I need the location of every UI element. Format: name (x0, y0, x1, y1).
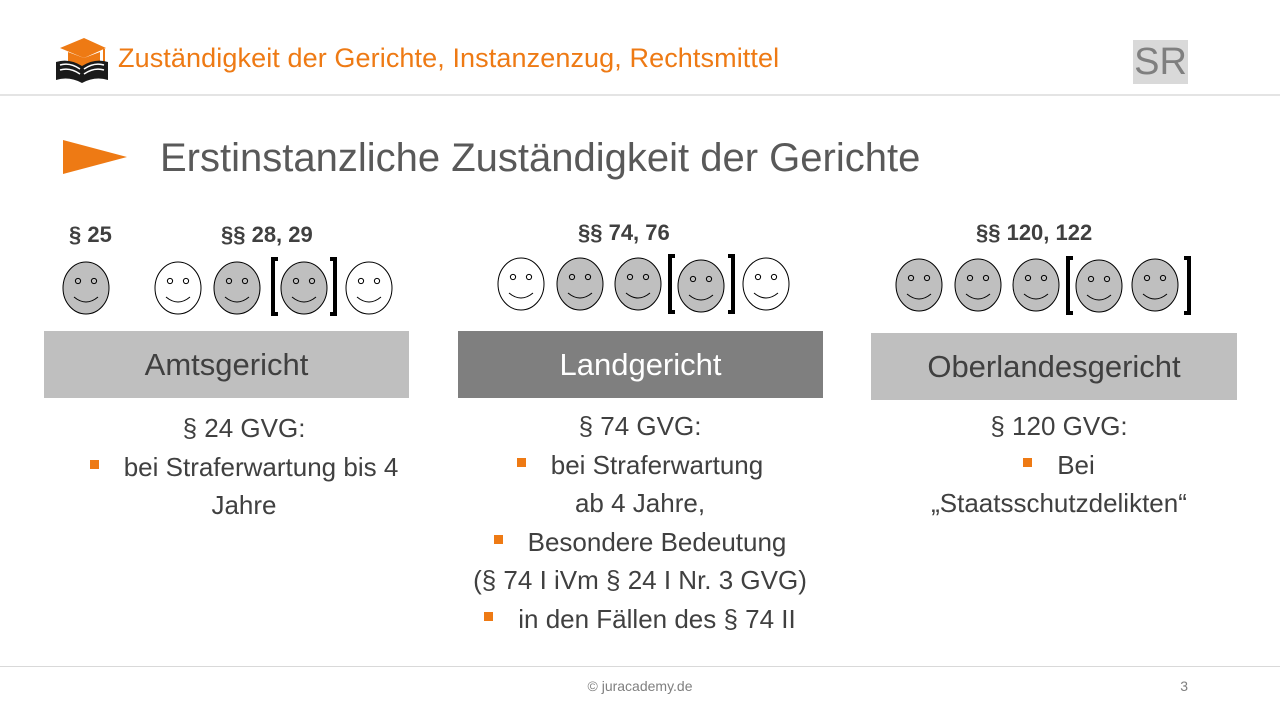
judge-face-filled (1131, 258, 1179, 312)
description-bullet-line: bei Straferwartung (440, 446, 840, 485)
bracket-left (271, 257, 278, 316)
description-bullet-line: in den Fällen des § 74 II (440, 600, 840, 639)
court-box-amtsgericht: Amtsgericht (44, 331, 409, 398)
judge-face-empty (345, 261, 393, 315)
bracket-right (728, 254, 735, 314)
description-bullet-line: bei Straferwartung bis 4 (44, 448, 444, 487)
bracket-left (1066, 256, 1073, 315)
header-title: Zuständigkeit der Gerichte, Instanzenzug… (118, 43, 780, 73)
bullet-icon (1023, 458, 1033, 468)
bullet-icon (516, 458, 526, 468)
graduation-cap-book-icon (56, 38, 108, 83)
description-bullet-line: Besondere Bedeutung (440, 523, 840, 562)
judge-face-filled (954, 258, 1002, 312)
judge-face-filled (280, 261, 328, 315)
judge-face-empty (154, 261, 202, 315)
judge-face-filled (213, 261, 261, 315)
description-heading: § 120 GVG: (990, 411, 1128, 441)
description-oberlandesgericht: § 120 GVG: Bei „Staatsschutzdelikten“ (859, 407, 1259, 523)
judge-face-empty (497, 257, 545, 311)
description-line: ab 4 Jahre, (574, 488, 706, 518)
description-line: (§ 74 I iVm § 24 I Nr. 3 GVG) (473, 565, 807, 595)
description-heading: § 74 GVG: (578, 411, 702, 441)
description-landgericht: § 74 GVG: bei Straferwartung ab 4 Jahre,… (440, 407, 840, 638)
paragraph-label-oberlandesgericht: §§ 120, 122 (976, 220, 1093, 245)
judge-face-empty (742, 257, 790, 311)
orange-triangle-pointer-icon (63, 140, 127, 174)
judge-face-filled (1075, 259, 1123, 313)
page-number: 3 (1180, 678, 1188, 694)
bracket-right (330, 257, 337, 316)
paragraph-label-amtsgericht-panel: §§ 28, 29 (221, 222, 313, 247)
judge-face-filled (895, 258, 943, 312)
court-box-oberlandesgericht: Oberlandesgericht (871, 333, 1237, 400)
description-amtsgericht: § 24 GVG: bei Straferwartung bis 4 Jahre (44, 409, 444, 525)
bracket-left (668, 254, 675, 314)
description-line: „Staatsschutzdelikten“ (931, 488, 1187, 518)
description-line: Jahre (211, 490, 277, 520)
footer-copyright: © juracademy.de (587, 678, 693, 694)
judge-face-filled (614, 257, 662, 311)
judge-face-filled (677, 259, 725, 313)
paragraph-label-amtsgericht-single: § 25 (69, 222, 112, 247)
footer-divider (0, 666, 1280, 667)
slide-title: Erstinstanzliche Zuständigkeit der Geric… (160, 136, 921, 180)
judge-face-filled (556, 257, 604, 311)
slide-header: Zuständigkeit der Gerichte, Instanzenzug… (0, 0, 1280, 96)
bullet-icon (484, 612, 494, 622)
description-bullet-line: Bei (859, 446, 1259, 485)
bullet-icon (89, 460, 99, 470)
description-heading: § 24 GVG: (182, 413, 306, 443)
judge-face-filled (1012, 258, 1060, 312)
judge-face-filled (62, 261, 110, 315)
court-box-landgericht: Landgericht (458, 331, 823, 398)
bullet-icon (493, 535, 503, 545)
bracket-right (1184, 256, 1191, 315)
paragraph-label-landgericht: §§ 74, 76 (578, 220, 670, 245)
sr-badge: SR (1133, 40, 1188, 84)
